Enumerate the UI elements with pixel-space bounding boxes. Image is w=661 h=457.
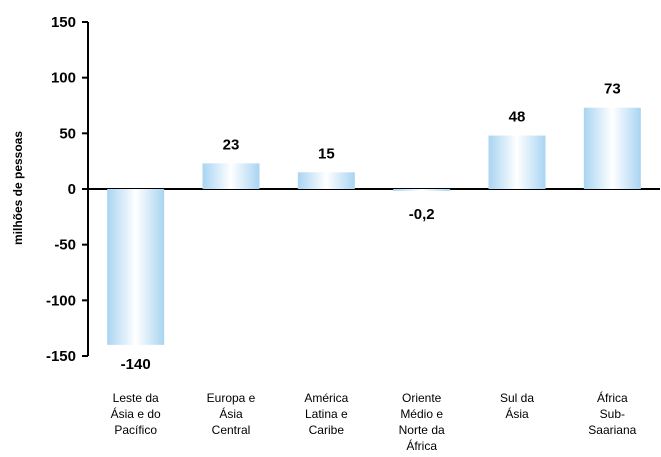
category-label-line: Caribe: [309, 423, 345, 437]
bar: [297, 172, 355, 189]
y-tick-label: 150: [51, 14, 76, 31]
category-label-line: Sul da: [500, 391, 534, 405]
y-axis: 150 100 50 0 -50 -100 -150: [46, 14, 660, 365]
bar: [107, 189, 165, 345]
category-label-line: Saariana: [588, 423, 636, 437]
bar: [393, 189, 451, 191]
bar: [583, 107, 641, 189]
y-tick-label: 100: [51, 70, 76, 87]
category-label-line: África: [597, 390, 628, 405]
category-label-line: Ásia: [219, 406, 243, 421]
y-tick-label: 0: [68, 181, 76, 198]
category-label-line: Central: [212, 423, 251, 437]
bar-value-label: -140: [121, 356, 151, 373]
bar-value-label: 23: [223, 136, 240, 153]
category-label-line: Latina e: [305, 407, 348, 421]
bar-value-label: 48: [509, 109, 526, 126]
bar: [202, 163, 260, 189]
category-label: América Latina e Caribe: [304, 391, 348, 437]
y-tick-label: -50: [54, 237, 76, 254]
bar-value-label: 73: [604, 81, 621, 98]
y-tick-label: -150: [46, 348, 76, 365]
category-label: Oriente Médio e Norte da África: [399, 391, 445, 453]
y-tick-label: 50: [59, 125, 76, 142]
category-label-line: Ásia e do: [111, 406, 161, 421]
category-label-line: Leste da: [113, 391, 159, 405]
category-label-line: Pacífico: [114, 423, 157, 437]
category-label-line: África: [406, 438, 437, 453]
category-label: Sul da Ásia: [500, 391, 534, 421]
category-label: Leste da Ásia e do Pacífico: [111, 391, 161, 437]
category-label: África Sub- Saariana: [588, 390, 636, 437]
category-label-line: Norte da: [399, 423, 445, 437]
category-label-line: Europa e: [207, 391, 256, 405]
value-labels: -140 23 15 -0,2 48 73: [121, 81, 621, 373]
category-label-line: Médio e: [400, 407, 443, 421]
category-label: Europa e Ásia Central: [207, 391, 256, 437]
bars: [107, 107, 641, 345]
bar: [488, 135, 546, 189]
y-tick-label: -100: [46, 292, 76, 309]
bar-value-label: -0,2: [409, 206, 435, 223]
category-label-line: Ásia: [505, 406, 529, 421]
category-label-line: Oriente: [402, 391, 442, 405]
bar-value-label: 15: [318, 145, 335, 162]
category-label-line: Sub-: [600, 407, 625, 421]
category-label-line: América: [304, 391, 348, 405]
y-axis-label: milhões de pessoas: [11, 131, 25, 245]
